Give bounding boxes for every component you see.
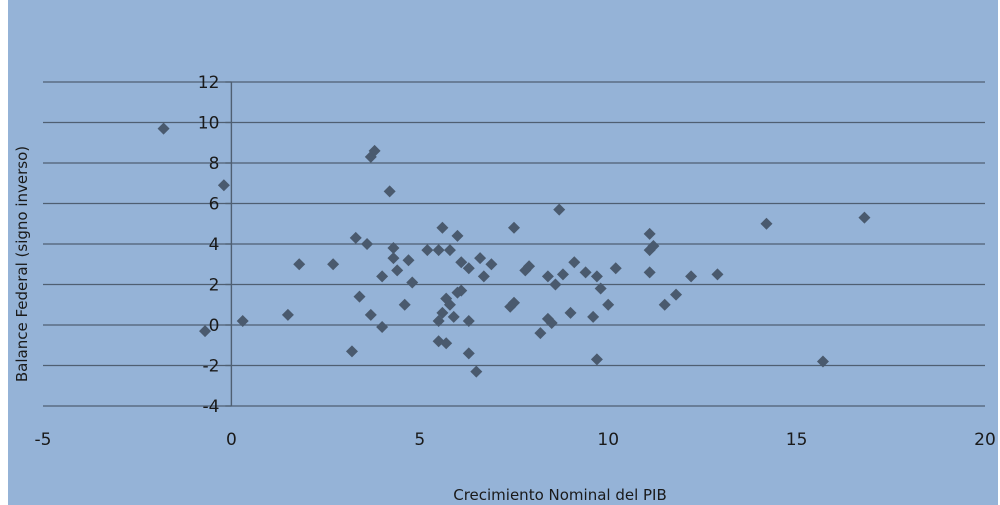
x-axis-title: Crecimiento Nominal del PIB <box>453 486 667 504</box>
data-point <box>609 262 622 275</box>
data-point <box>376 270 389 283</box>
data-point <box>549 278 562 291</box>
data-point <box>345 345 358 358</box>
data-point <box>816 355 829 368</box>
data-point <box>436 221 449 234</box>
data-point <box>387 242 400 255</box>
data-point <box>368 144 381 157</box>
data-point <box>534 327 547 340</box>
data-point <box>556 268 569 281</box>
data-point <box>711 268 724 281</box>
data-point <box>508 296 520 309</box>
data-point <box>564 306 577 319</box>
data-point <box>387 252 400 265</box>
data-point <box>406 276 419 289</box>
data-point <box>470 365 483 378</box>
data-point <box>353 290 366 303</box>
y-tick-label: ‑2 <box>202 357 219 377</box>
data-points <box>157 122 871 378</box>
data-point <box>383 185 396 198</box>
data-point <box>376 321 389 334</box>
data-point <box>594 282 607 295</box>
data-point <box>670 288 683 301</box>
data-point <box>760 217 773 230</box>
data-point <box>281 308 294 321</box>
data-point <box>587 310 600 323</box>
data-point <box>447 310 460 323</box>
x-tick-label: 15 <box>786 430 808 450</box>
data-point <box>579 266 592 279</box>
data-point <box>462 314 475 327</box>
y-tick-label: 0 <box>209 316 220 336</box>
data-point <box>443 244 456 257</box>
data-point <box>391 264 404 277</box>
y-tick-label: ‑4 <box>202 397 219 417</box>
y-tick-label: 10 <box>198 114 220 134</box>
data-point <box>523 260 536 273</box>
y-tick-label: 12 <box>198 73 220 93</box>
data-point <box>643 227 656 240</box>
data-point <box>455 284 468 297</box>
data-point <box>590 270 603 283</box>
y-tick-label: 4 <box>209 235 220 255</box>
data-point <box>462 347 475 360</box>
x-tick-label: 20 <box>974 430 996 450</box>
data-point <box>432 244 445 257</box>
data-point <box>293 258 306 271</box>
data-point <box>685 270 698 283</box>
data-point <box>474 252 487 265</box>
data-point <box>436 306 449 319</box>
data-point <box>477 270 490 283</box>
data-point <box>658 298 671 311</box>
data-point <box>199 325 212 338</box>
data-point <box>590 353 603 366</box>
data-point <box>217 179 230 192</box>
y-tick-labels: ‑4 ‑2 0 2 4 6 8 10 12 <box>198 73 220 417</box>
data-point <box>236 314 249 327</box>
gridlines <box>43 81 985 407</box>
chart-area-background <box>8 0 998 505</box>
x-tick-labels: ‑5 0 5 10 15 20 <box>35 430 996 450</box>
data-point <box>398 298 411 311</box>
x-tick-label: 5 <box>414 430 425 450</box>
data-point <box>485 258 498 271</box>
data-point <box>349 231 362 244</box>
x-tick-label: 0 <box>226 430 237 450</box>
axes <box>225 81 233 407</box>
data-point <box>541 270 554 283</box>
data-point <box>568 256 581 269</box>
data-point <box>545 316 558 329</box>
y-tick-label: 2 <box>209 276 220 296</box>
data-point <box>553 203 566 216</box>
y-axis-title: Balance Federal (signo inverso) <box>13 146 31 382</box>
data-point <box>462 262 475 275</box>
x-tick-label: ‑5 <box>35 430 52 450</box>
data-point <box>361 238 374 250</box>
x-tick-label: 10 <box>597 430 619 450</box>
data-point <box>451 229 464 242</box>
data-point <box>443 298 456 311</box>
data-point <box>508 221 520 234</box>
data-point <box>440 337 453 350</box>
data-point <box>455 256 468 269</box>
data-point <box>402 254 415 267</box>
data-point <box>364 308 377 321</box>
data-point <box>858 211 871 224</box>
y-tick-label: 8 <box>209 154 220 174</box>
data-point <box>643 266 656 279</box>
data-point <box>647 240 660 253</box>
y-tick-label: 6 <box>209 195 220 215</box>
data-point <box>157 122 170 135</box>
data-point <box>602 298 615 311</box>
data-point <box>327 258 340 271</box>
data-point <box>421 244 434 257</box>
